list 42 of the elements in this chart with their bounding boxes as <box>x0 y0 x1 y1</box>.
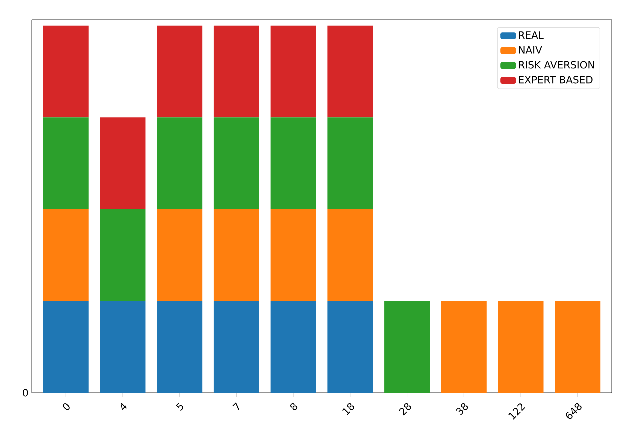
bar <box>270 301 316 393</box>
bar <box>157 118 203 210</box>
x-tick-label: 38 <box>456 403 468 416</box>
bar <box>328 26 374 118</box>
bar <box>100 118 146 210</box>
bar <box>43 26 89 118</box>
bar <box>270 118 316 210</box>
x-tick-label: 28 <box>399 403 412 416</box>
x-tick-label: 5 <box>176 402 184 411</box>
x-tick-label: 648 <box>566 403 582 420</box>
bar <box>441 301 487 393</box>
bar <box>214 301 260 393</box>
bar <box>157 301 203 393</box>
bar <box>328 118 374 210</box>
text: 0 <box>23 389 28 397</box>
bar <box>384 301 430 393</box>
x-tick-label: 7 <box>232 402 240 410</box>
x-tick-label: 18 <box>342 403 354 416</box>
bar <box>43 301 89 393</box>
legend-label: EXPERT BASED <box>519 76 593 84</box>
x-tick-label: 8 <box>290 403 298 410</box>
bar <box>328 209 374 302</box>
x-tick-label: 0 <box>63 404 70 410</box>
bar <box>328 301 374 393</box>
bar <box>270 209 316 302</box>
bar <box>498 301 544 393</box>
legend-label: REAL <box>519 32 544 39</box>
bar <box>157 209 203 302</box>
bar <box>214 209 260 302</box>
x-tick-label: 4 <box>120 403 128 410</box>
bar <box>157 26 203 118</box>
bar <box>100 209 146 302</box>
bar <box>43 118 89 210</box>
bar <box>270 26 316 118</box>
bar <box>214 118 260 210</box>
bar <box>100 301 146 393</box>
legend-label: RISK AVERSION <box>519 61 594 69</box>
bar <box>555 301 601 393</box>
x-tick-label: 122 <box>508 404 526 420</box>
bar <box>43 209 89 302</box>
legend-label: NAIV <box>519 46 542 54</box>
bar <box>214 26 260 118</box>
